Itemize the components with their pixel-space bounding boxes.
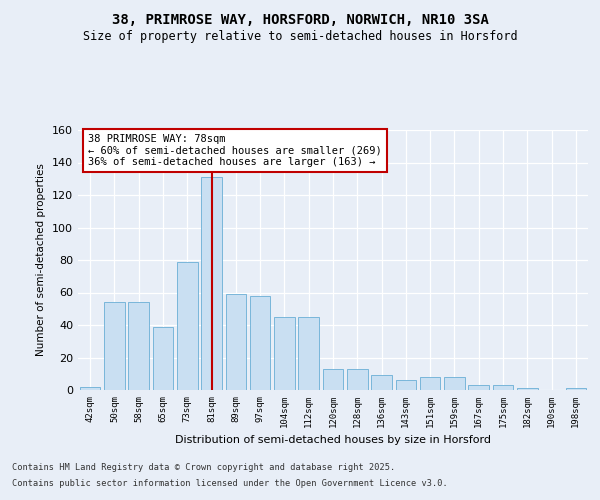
Bar [152, 326, 173, 390]
Bar [493, 385, 514, 390]
Bar [444, 377, 465, 390]
Bar [420, 377, 440, 390]
Bar [517, 388, 538, 390]
Bar [250, 296, 271, 390]
Text: Contains HM Land Registry data © Crown copyright and database right 2025.: Contains HM Land Registry data © Crown c… [12, 464, 395, 472]
Bar [347, 369, 368, 390]
Bar [274, 317, 295, 390]
Bar [298, 317, 319, 390]
Y-axis label: Number of semi-detached properties: Number of semi-detached properties [37, 164, 46, 356]
Text: Contains public sector information licensed under the Open Government Licence v3: Contains public sector information licen… [12, 478, 448, 488]
Bar [395, 380, 416, 390]
Bar [128, 302, 149, 390]
Bar [201, 177, 222, 390]
X-axis label: Distribution of semi-detached houses by size in Horsford: Distribution of semi-detached houses by … [175, 436, 491, 446]
Bar [566, 388, 586, 390]
Bar [226, 294, 246, 390]
Bar [104, 302, 125, 390]
Bar [469, 385, 489, 390]
Bar [323, 369, 343, 390]
Text: Size of property relative to semi-detached houses in Horsford: Size of property relative to semi-detach… [83, 30, 517, 43]
Text: 38, PRIMROSE WAY, HORSFORD, NORWICH, NR10 3SA: 38, PRIMROSE WAY, HORSFORD, NORWICH, NR1… [112, 12, 488, 26]
Bar [80, 387, 100, 390]
Text: 38 PRIMROSE WAY: 78sqm
← 60% of semi-detached houses are smaller (269)
36% of se: 38 PRIMROSE WAY: 78sqm ← 60% of semi-det… [88, 134, 382, 167]
Bar [371, 376, 392, 390]
Bar [177, 262, 197, 390]
